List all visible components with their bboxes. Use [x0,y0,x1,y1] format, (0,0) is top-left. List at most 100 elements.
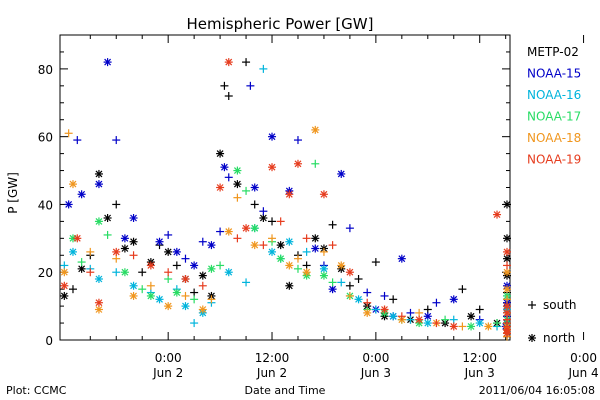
north-point [146,261,155,270]
marker-stroke [285,282,293,290]
south-point [207,295,216,304]
north-point [285,261,294,270]
south-point [164,230,173,239]
south-point [406,315,415,324]
marker-stroke [95,275,103,283]
south-point [458,322,467,331]
marker-stroke [346,268,354,276]
y-tick-label: 80 [38,63,53,77]
north-point [311,125,320,134]
marker-stroke [233,167,241,174]
marker-stroke [259,214,267,222]
north-point [64,200,73,209]
south-point [276,217,285,226]
north-point [190,261,199,270]
south-point [233,234,242,243]
south-point [441,315,450,324]
series-noaa-18 [60,125,511,341]
south-point [259,207,268,216]
marker-stroke [199,306,207,313]
south-point [73,136,82,145]
north-point [155,295,164,304]
marker-stroke [450,323,458,330]
north-point [164,247,173,256]
south-point [220,81,229,90]
y-axis-label: P [GW] [6,172,20,214]
marker-stroke [320,272,328,280]
south-point [138,268,147,277]
marker-stroke [503,201,511,208]
legend-marker-label: south [543,298,577,312]
south-point [493,319,502,328]
north-point [268,132,277,141]
north-point [129,281,138,290]
legend-entry-noaa-16: NOAA-16 [527,88,581,102]
north-point [449,295,458,304]
north-point [112,247,121,256]
x-tick-time-label: 0:00 [362,351,389,365]
marker-stroke [73,234,81,242]
south-point [328,278,337,287]
south-point [293,254,302,263]
marker-stroke [294,160,302,168]
legend-marker-label: north [543,331,575,345]
marker-stroke [303,268,311,276]
south-point [345,224,354,233]
y-tick-label: 0 [45,334,53,348]
north-point [73,234,82,243]
series-legend: METP-02 NOAA-15 NOAA-16 NOAA-17 NOAA-18 NOAA-… [527,45,581,167]
north-point [164,302,173,311]
marker-stroke [503,255,511,263]
north-point [503,247,511,256]
south-point [112,136,121,145]
south-point [397,312,406,321]
north-point [103,58,112,67]
marker-stroke [225,58,233,66]
marker-stroke [95,217,103,225]
marker-stroke [320,190,328,198]
marker-stroke [320,265,328,273]
marker-stroke [242,224,250,232]
marker-stroke [503,248,511,256]
south-point [363,298,372,307]
marker-stroke [156,238,163,246]
marker-stroke [337,170,345,178]
marker-stroke [78,190,86,198]
north-point [233,166,242,175]
marker-stroke [164,248,172,256]
south-point [389,295,398,304]
marker-stroke [503,302,511,310]
north-point [129,237,138,246]
south-point [146,281,155,290]
marker-stroke [329,285,337,293]
marker-stroke [285,262,293,269]
legend-entry-noaa-19: NOAA-19 [527,153,581,167]
marker-stroke [60,282,68,290]
south-point [475,305,484,314]
north-point [503,308,511,317]
marker-stroke [121,245,129,252]
south-point [345,291,354,300]
north-point [503,285,511,294]
south-point [103,230,112,239]
south-point [503,315,511,324]
north-point [503,329,511,338]
south-point [216,227,225,236]
south-point [233,193,242,202]
south-point [181,254,190,263]
north-point [319,271,328,280]
marker-stroke [277,241,285,249]
marker-stroke [130,238,137,246]
x-tick-date-label: Jun 3 [464,366,495,380]
north-point [129,291,138,300]
marker-stroke [528,334,536,342]
north-point [467,322,476,331]
south-point [449,315,458,324]
north-point [503,254,511,263]
north-point [397,254,406,263]
north-point [293,159,302,168]
south-point [268,234,277,243]
south-point [224,92,233,100]
south-point [86,247,95,256]
